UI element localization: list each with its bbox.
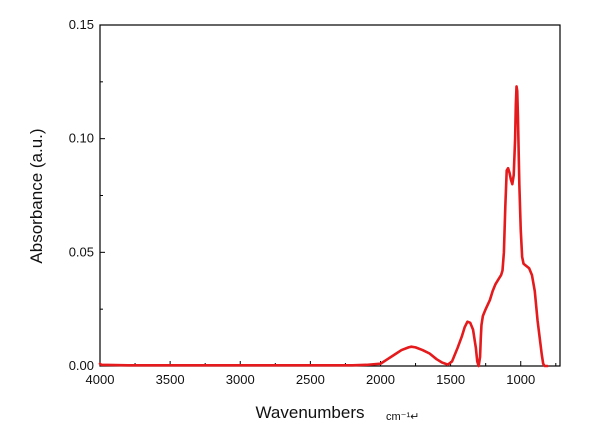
x-tick-label: 2000 [366, 372, 395, 387]
y-tick-label: 0.15 [69, 17, 94, 32]
plot-frame [99, 24, 561, 367]
x-tick-label: 1500 [436, 372, 465, 387]
y-tick-label: 0.10 [69, 131, 94, 146]
x-tick-label: 4000 [86, 372, 115, 387]
x-tick-label: 3000 [226, 372, 255, 387]
series-line-0 [98, 85, 549, 368]
y-tick-label: 0.05 [69, 244, 94, 259]
y-tick-label: 0.00 [69, 358, 94, 373]
y-axis-ticks: 0.00 0.05 0.10 0.15 [69, 17, 105, 373]
x-axis-unit: cm⁻¹↵ [386, 411, 419, 423]
x-tick-label: 2500 [296, 372, 325, 387]
x-axis-title: Wavenumbers [256, 403, 365, 422]
y-axis-title: Absorbance (a.u.) [27, 128, 46, 263]
series-layer [98, 85, 549, 368]
x-tick-label: 3500 [156, 372, 185, 387]
x-tick-label: 1000 [506, 372, 535, 387]
x-axis-ticks: 4000 3500 3000 2500 2000 1500 1000 [86, 361, 557, 387]
plot-border [99, 24, 561, 367]
